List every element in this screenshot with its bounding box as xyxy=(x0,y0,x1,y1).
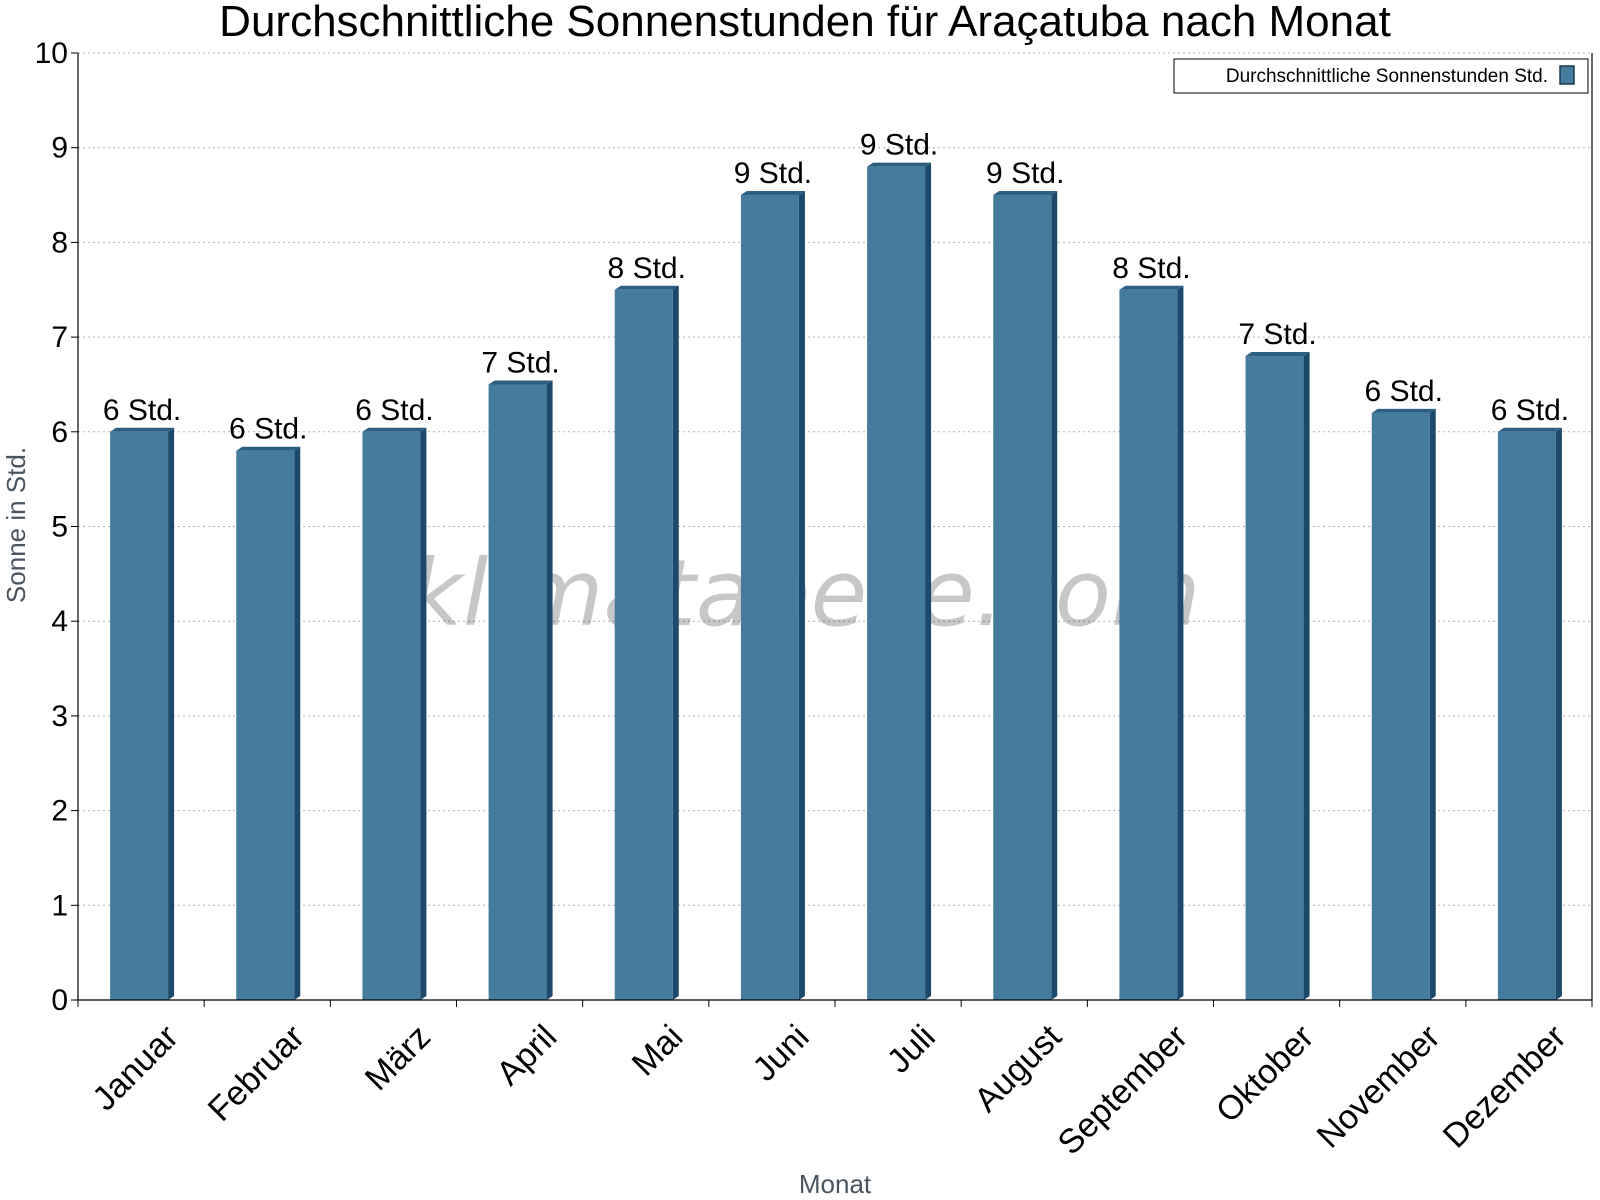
bar-top xyxy=(1119,285,1184,290)
y-tick-label: 3 xyxy=(51,700,68,733)
legend-box xyxy=(1173,58,1589,94)
y-tick-label: 9 xyxy=(51,132,68,165)
bar-side xyxy=(168,427,175,1000)
x-tick-label: März xyxy=(358,1018,438,1098)
x-tick-label: Juni xyxy=(746,1018,817,1089)
x-tick-label: November xyxy=(1310,1018,1448,1156)
bar-value-label: 6 Std. xyxy=(229,413,307,446)
bar xyxy=(1371,412,1430,1000)
x-tick-label: Oktober xyxy=(1209,1018,1321,1130)
chart-title: Durchschnittliche Sonnenstunden für Araç… xyxy=(219,0,1391,46)
y-axis-label: Sonne in Std. xyxy=(1,447,31,603)
bar-top xyxy=(740,191,805,196)
bar xyxy=(1119,289,1178,1000)
bar-side xyxy=(1555,427,1562,1000)
x-tick-label: Februar xyxy=(201,1018,312,1129)
bar-value-label: 6 Std. xyxy=(355,394,433,427)
bar-value-label: 7 Std. xyxy=(481,346,559,379)
x-tick-label: August xyxy=(967,1017,1069,1119)
y-tick-label: 4 xyxy=(51,605,68,638)
x-tick-label: Dezember xyxy=(1436,1018,1574,1156)
x-tick-label: April xyxy=(489,1018,564,1093)
legend: Durchschnittliche Sonnenstunden Std. xyxy=(1173,58,1589,94)
bar xyxy=(867,166,926,1000)
bar xyxy=(236,450,295,1000)
bar-value-label: 8 Std. xyxy=(608,252,686,285)
gridlines xyxy=(78,52,1592,906)
bars xyxy=(110,162,1562,1001)
bar-top xyxy=(1245,352,1310,357)
bar-value-label: 7 Std. xyxy=(1238,318,1316,351)
bar-value-label: 9 Std. xyxy=(860,129,938,162)
x-axis-label: Monat xyxy=(799,1169,872,1199)
bar-top xyxy=(488,380,553,385)
bar-side xyxy=(672,285,679,1000)
bar-value-label: 8 Std. xyxy=(1112,252,1190,285)
y-tick-label: 1 xyxy=(51,889,68,922)
bar-side xyxy=(1177,285,1184,1000)
y-tick-label: 6 xyxy=(51,416,68,449)
bar-side xyxy=(294,446,301,1000)
bar xyxy=(110,431,169,1000)
bar-side xyxy=(1429,408,1436,1000)
x-tick-label: Mai xyxy=(625,1018,691,1084)
bar-top xyxy=(867,162,932,167)
bar xyxy=(1245,356,1304,1000)
y-tick-label: 0 xyxy=(51,984,68,1017)
bar-top xyxy=(993,191,1058,196)
bar xyxy=(1497,431,1556,1000)
bar-side xyxy=(1303,352,1310,1000)
bar-value-label: 6 Std. xyxy=(1491,394,1569,427)
y-tick-label: 7 xyxy=(51,321,68,354)
bar-top xyxy=(110,427,175,432)
bar-top xyxy=(614,285,679,290)
bar-top xyxy=(236,446,301,451)
bar-side xyxy=(798,191,805,1001)
y-tick-label: 2 xyxy=(51,795,68,828)
bar xyxy=(362,431,421,1000)
legend-label: Durchschnittliche Sonnenstunden Std. xyxy=(1226,66,1548,87)
y-tick-label: 5 xyxy=(51,511,68,544)
bar-value-label: 6 Std. xyxy=(1365,375,1443,408)
x-tick-label: September xyxy=(1051,1018,1195,1162)
y-tick-label: 10 xyxy=(35,37,68,70)
bar-side xyxy=(420,427,427,1000)
bar-value-label: 6 Std. xyxy=(103,394,181,427)
x-tick-label: Januar xyxy=(85,1018,185,1118)
data-labels: 6 Std. 6 Std. 6 Std. 7 Std. 8 Std. 9 Std. 9 St… xyxy=(103,129,1569,446)
bar-side xyxy=(1051,191,1058,1001)
bar xyxy=(488,384,547,1000)
bar-value-label: 9 Std. xyxy=(734,157,812,190)
x-tick-label: Juli xyxy=(880,1018,943,1081)
bar xyxy=(740,195,799,1001)
bar-side xyxy=(546,380,553,1000)
bar xyxy=(614,289,673,1000)
bar-top xyxy=(362,427,427,432)
y-tick-label: 8 xyxy=(51,226,68,259)
legend-swatch xyxy=(1559,65,1575,85)
bar-top xyxy=(1371,408,1436,413)
bar xyxy=(993,195,1052,1001)
bar-side xyxy=(925,162,932,1000)
bar-top xyxy=(1497,427,1562,432)
bar-value-label: 9 Std. xyxy=(986,157,1064,190)
